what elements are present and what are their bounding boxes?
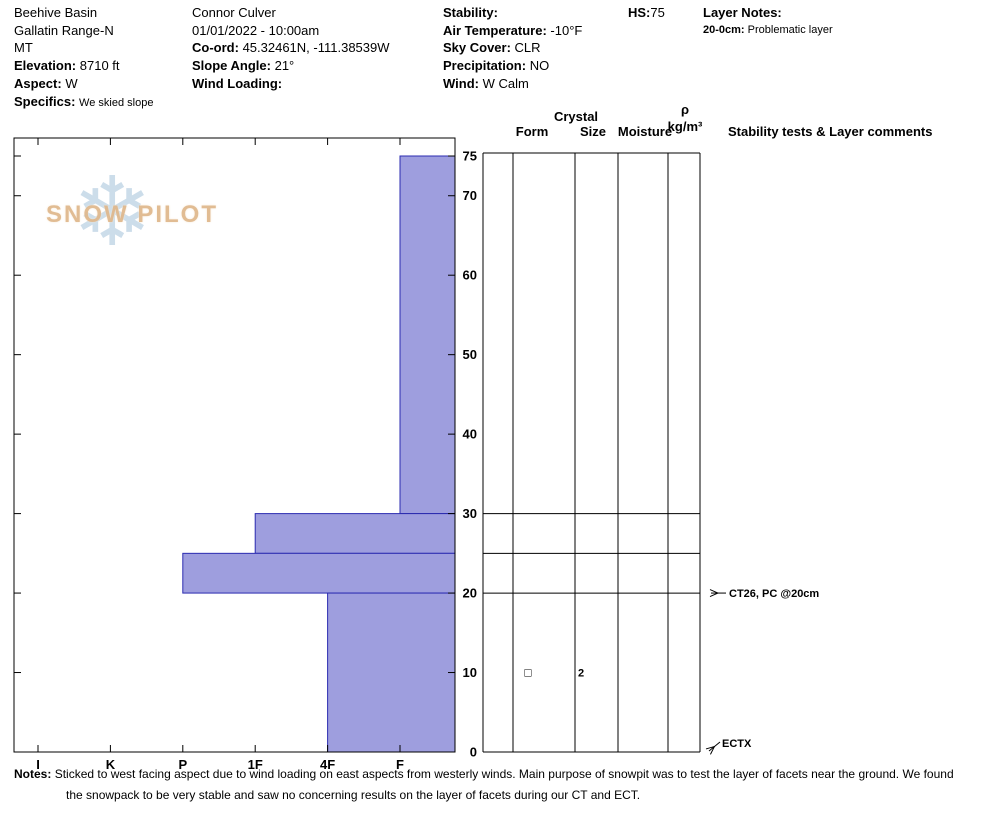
sky-cover-value: CLR (514, 40, 541, 56)
air-temp-label: Air Temperature: (443, 22, 547, 38)
aspect-label: Aspect: (14, 75, 62, 91)
range-name: Gallatin Range-N (14, 22, 153, 40)
moisture-header: Moisture (617, 124, 673, 139)
stability-column-header: Stability tests & Layer comments (728, 124, 933, 139)
observer-block: Connor Culver 01/01/2022 - 10:00am Co-or… (192, 4, 390, 93)
layer-note-range: 20-0cm: (703, 23, 745, 36)
datetime-row: 01/01/2022 - 10:00am (192, 22, 390, 40)
state-name-text: MT (14, 40, 33, 56)
slope-angle-value: 21° (274, 58, 295, 74)
elevation-value: 8710 ft (79, 58, 120, 74)
notes-section: Notes: Sticked to west facing aspect due… (14, 764, 972, 806)
location-block: Beehive Basin Gallatin Range-N MT Elevat… (14, 4, 153, 112)
layer-note-row: 20-0cm: Problematic layer (703, 22, 833, 40)
stability-row: Stability: (443, 4, 582, 22)
y-tick-label: 75 (463, 149, 477, 164)
notes-text: Sticked to west facing aspect due to win… (54, 767, 954, 802)
grain-form-symbol: □ (524, 666, 531, 680)
y-tick-label: 20 (463, 586, 477, 601)
specifics-value: We skied slope (79, 96, 154, 109)
observer-name: Connor Culver (192, 4, 390, 22)
y-tick-label: 10 (463, 665, 477, 680)
layer-note-text: Problematic layer (747, 23, 833, 36)
y-tick-label: 70 (463, 188, 477, 203)
aspect-value: W (65, 75, 78, 91)
elevation-label: Elevation: (14, 58, 77, 74)
grain-size-value: 2 (578, 668, 584, 680)
form-header: Form (515, 124, 549, 139)
state-name: MT (14, 39, 153, 57)
wind-value: W Calm (482, 75, 529, 91)
layer-bar-1F (254, 513, 456, 554)
slope-angle-row: Slope Angle: 21° (192, 57, 390, 75)
air-temp-row: Air Temperature: -10°F (443, 22, 582, 40)
hs-label: HS: (628, 5, 651, 20)
layer-bar-F (399, 155, 456, 515)
layer-bar-4F (327, 592, 456, 753)
datetime-text: 01/01/2022 - 10:00am (192, 22, 320, 38)
precipitation-value: NO (529, 58, 550, 74)
y-tick-label: 30 (463, 506, 477, 521)
y-tick-label: 40 (463, 427, 477, 442)
density-units-header: kg/m³ (667, 119, 703, 134)
size-header: Size (579, 124, 606, 139)
wind-loading-row: Wind Loading: (192, 75, 390, 93)
layer-bar-P (182, 552, 456, 594)
notes-label: Notes: (14, 767, 52, 781)
watermark-text: SNOW PILOT (46, 201, 218, 228)
elevation-row: Elevation: 8710 ft (14, 57, 153, 75)
density-symbol-header: ρ (680, 102, 690, 117)
test-label: ECTX (722, 738, 752, 750)
test-arrow (709, 741, 721, 751)
layer-notes-title: Layer Notes: (703, 4, 833, 22)
test-label: CT26, PC @20cm (729, 588, 819, 600)
site-name: Beehive Basin (14, 4, 153, 22)
y-tick-label: 50 (463, 347, 477, 362)
weather-block: Stability: Air Temperature: -10°F Sky Co… (443, 4, 582, 93)
wind-row: Wind: W Calm (443, 75, 582, 93)
y-tick-label: 0 (470, 745, 477, 760)
wind-label: Wind: (443, 75, 479, 91)
y-tick-label: 60 (463, 268, 477, 283)
aspect-row: Aspect: W (14, 75, 153, 93)
wind-loading-label: Wind Loading: (192, 75, 283, 91)
slope-angle-label: Slope Angle: (192, 58, 271, 74)
coord-value: 45.32461N, -111.38539W (242, 40, 390, 56)
site-name-text: Beehive Basin (14, 5, 98, 20)
specifics-label: Specifics: (14, 93, 76, 109)
specifics-row: Specifics: We skied slope (14, 93, 153, 113)
range-name-text: Gallatin Range-N (14, 22, 114, 38)
air-temp-value: -10°F (550, 22, 583, 38)
crystal-header: Crystal (553, 109, 599, 124)
observer-name-text: Connor Culver (192, 5, 276, 20)
hs-row: HS:75 (628, 4, 665, 22)
sky-cover-row: Sky Cover: CLR (443, 39, 582, 57)
sky-cover-label: Sky Cover: (443, 40, 511, 56)
stability-label: Stability: (443, 5, 498, 20)
precipitation-row: Precipitation: NO (443, 57, 582, 75)
layer-notes-label: Layer Notes: (703, 5, 782, 20)
hs-value: 75 (650, 5, 665, 20)
hs-block: HS:75 (628, 4, 665, 22)
precipitation-label: Precipitation: (443, 58, 527, 74)
layer-notes-block: Layer Notes: 20-0cm: Problematic layer (703, 4, 833, 39)
coord-row: Co-ord: 45.32461N, -111.38539W (192, 39, 390, 57)
coord-label: Co-ord: (192, 40, 239, 56)
